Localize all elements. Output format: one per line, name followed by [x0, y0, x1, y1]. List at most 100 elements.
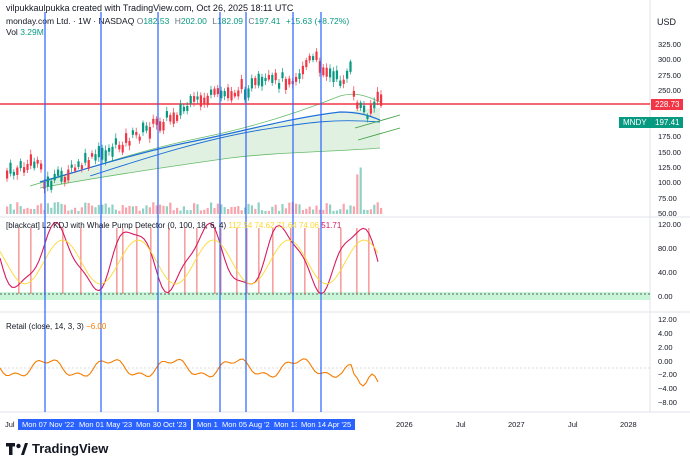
volume-bar — [29, 208, 32, 214]
volume-bar — [9, 203, 12, 214]
medium-ma-line — [89, 120, 381, 177]
volume-bar — [278, 210, 281, 214]
candle-body — [380, 94, 383, 106]
high-label: H — [174, 16, 181, 26]
candle-body — [29, 154, 32, 166]
tradingview-logo[interactable]: TradingView — [6, 441, 108, 456]
candle-body — [322, 67, 325, 76]
volume-bar — [305, 208, 308, 214]
volume-bar — [148, 207, 151, 214]
volume-bar — [128, 205, 131, 214]
candle-body — [84, 152, 87, 163]
volume-bar — [244, 207, 247, 214]
candle-body — [227, 87, 230, 99]
volume-bar — [322, 209, 325, 214]
time-label: Jul — [568, 420, 578, 429]
volume-label: Vol — [6, 27, 18, 37]
open-label: O — [136, 16, 144, 26]
volume-bar — [271, 206, 274, 214]
change-value: +15.63 (+8.72%) — [285, 16, 350, 26]
candle-body — [342, 79, 345, 84]
candle-body — [240, 79, 243, 90]
whale-pump-bar — [136, 228, 138, 294]
candle-body — [16, 167, 19, 175]
candle-body — [118, 144, 121, 150]
event-vertical-lines[interactable] — [44, 12, 322, 412]
price-axis-label: 75.00 — [658, 193, 677, 203]
volume-bar — [308, 206, 311, 214]
candle-body — [305, 60, 308, 68]
volume-bar — [267, 210, 270, 214]
volume-bar — [94, 207, 97, 214]
whale-pump-bars — [18, 228, 370, 294]
trend-channel-upper[interactable] — [354, 114, 401, 129]
trend-channel-lower[interactable] — [357, 127, 401, 141]
candle-body — [315, 51, 318, 60]
volume-bar — [182, 206, 185, 214]
candle-body — [101, 147, 104, 160]
kdj-value-5: 51.71 — [321, 221, 342, 230]
kdj-title-text: [blackcat] L2 KDJ with Whale Pump Detect… — [6, 221, 227, 230]
kdj-indicator-title[interactable]: [blackcat] L2 KDJ with Whale Pump Detect… — [6, 221, 341, 230]
candle-body — [220, 90, 223, 99]
time-badge: Mon 13 — [193, 419, 227, 430]
time-label: 2028 — [620, 420, 637, 429]
volume-bar — [77, 210, 80, 214]
price-axis-label: 50.00 — [658, 209, 677, 218]
volume-bar — [237, 206, 240, 214]
time-axis[interactable]: Jul 2026 Jul 2027 Jul 2028 Mon 07 Nov '2… — [0, 414, 650, 432]
candle-body — [125, 133, 128, 143]
symbol-title[interactable]: monday.com Ltd. · 1W · NASDAQ — [6, 16, 135, 26]
time-badge: Mon 13 — [270, 419, 304, 430]
candle-body — [193, 96, 196, 102]
retail-indicator-title[interactable]: Retail (close, 14, 3, 3) −6.00 — [6, 322, 106, 331]
price-axis-label: 300.00 — [658, 55, 681, 65]
whale-pump-bar — [116, 228, 118, 294]
retail-axis-label: −8.00 — [658, 398, 677, 407]
candle-body — [288, 78, 291, 85]
candle-body — [186, 105, 189, 111]
candle-body — [352, 90, 355, 97]
resistance-price-badge: 228.73 — [651, 99, 684, 110]
volume-bar — [87, 203, 90, 214]
low-label: L — [212, 16, 217, 26]
time-label: 2026 — [396, 420, 413, 429]
candle-body — [63, 176, 66, 183]
volume-bar — [131, 206, 134, 214]
candle-body — [264, 77, 267, 82]
retail-line — [0, 358, 379, 387]
volume-bar — [223, 207, 226, 214]
volume-bar — [53, 202, 56, 214]
candle-body — [369, 104, 372, 114]
candle-body — [261, 76, 264, 87]
volume-bar — [97, 204, 100, 214]
price-axis-label: 325.00 — [658, 40, 681, 49]
candle-body — [213, 88, 216, 95]
candle-body — [179, 103, 182, 116]
candle-body — [230, 91, 233, 101]
volume-bar — [23, 208, 26, 214]
volume-bar — [142, 208, 145, 214]
price-axis[interactable]: 325.00300.00275.00250.00225.00200.00175.… — [656, 0, 690, 412]
whale-pump-bar — [272, 228, 274, 294]
price-axis-label: 100.00 — [658, 178, 681, 188]
price-candles — [6, 48, 383, 194]
whale-pump-bar — [196, 228, 198, 294]
candle-body — [60, 170, 63, 182]
whale-pump-bar — [214, 228, 216, 294]
kdj-k-line — [0, 221, 379, 295]
retail-axis-label: 2.00 — [658, 342, 673, 352]
volume-bar — [376, 202, 379, 214]
last-price-badge: 197.41 — [651, 117, 684, 128]
whale-pump-bar — [168, 228, 170, 294]
candle-body — [376, 91, 379, 102]
kdj-value-4: 74.06 — [298, 221, 320, 230]
volume-bar — [118, 210, 121, 214]
candle-body — [53, 173, 56, 181]
retail-axis-label: −4.00 — [658, 384, 677, 394]
whale-pump-bar — [258, 228, 260, 294]
candle-body — [308, 55, 311, 61]
price-axis-label: 175.00 — [658, 132, 681, 142]
candle-body — [23, 167, 26, 173]
